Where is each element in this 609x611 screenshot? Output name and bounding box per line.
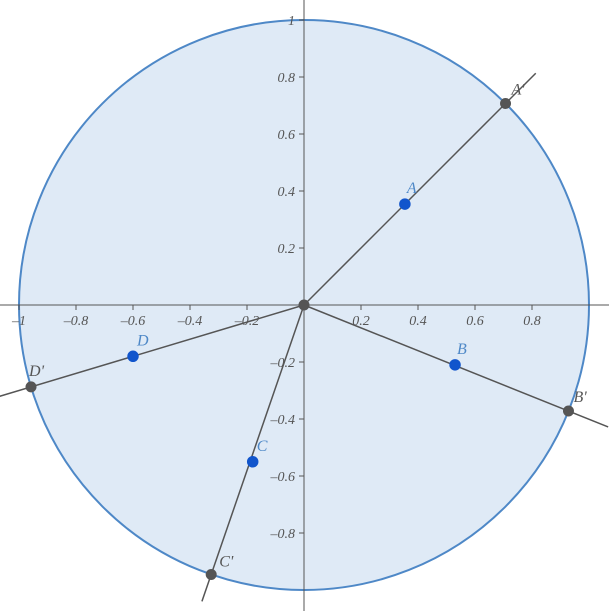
x-tick-label: 0.2 [352, 314, 370, 329]
x-tick-label: 0.6 [466, 314, 484, 329]
inner-label-A: A [406, 180, 417, 197]
inner-point-B [450, 360, 460, 370]
outer-label-Cp: C' [219, 553, 234, 570]
unit-circle-plot: –1–0.8–0.6–0.4–0.20.20.40.60.8–0.8–0.6–0… [0, 0, 609, 611]
outer-point-Dp [26, 382, 36, 392]
y-tick-label: 1 [288, 14, 295, 29]
inner-label-D: D [136, 332, 149, 349]
inner-point-C [248, 457, 258, 467]
y-tick-label: 0.6 [278, 128, 296, 143]
outer-point-Cp [206, 569, 216, 579]
outer-label-Bp: B' [573, 389, 587, 406]
outer-point-Bp [563, 406, 573, 416]
inner-point-A [400, 199, 410, 209]
outer-label-Dp: D' [28, 363, 45, 380]
outer-point-Ap [501, 98, 511, 108]
x-tick-label: –0.4 [177, 314, 203, 329]
x-tick-label: 0.8 [523, 314, 541, 329]
x-tick-label: –1 [11, 314, 26, 329]
x-tick-label: –0.8 [63, 314, 89, 329]
y-tick-label: 0.2 [278, 242, 296, 257]
y-tick-label: –0.4 [270, 413, 296, 428]
y-tick-label: 0.8 [278, 71, 296, 86]
y-tick-label: 0.4 [278, 185, 296, 200]
origin-point [299, 300, 309, 310]
inner-point-D [128, 351, 138, 361]
x-tick-label: –0.6 [120, 314, 146, 329]
inner-label-B: B [457, 341, 467, 358]
y-tick-label: –0.8 [270, 527, 296, 542]
outer-label-Ap: A' [511, 81, 526, 98]
y-tick-label: –0.6 [270, 470, 296, 485]
x-tick-label: 0.4 [409, 314, 427, 329]
inner-label-C: C [257, 438, 268, 455]
